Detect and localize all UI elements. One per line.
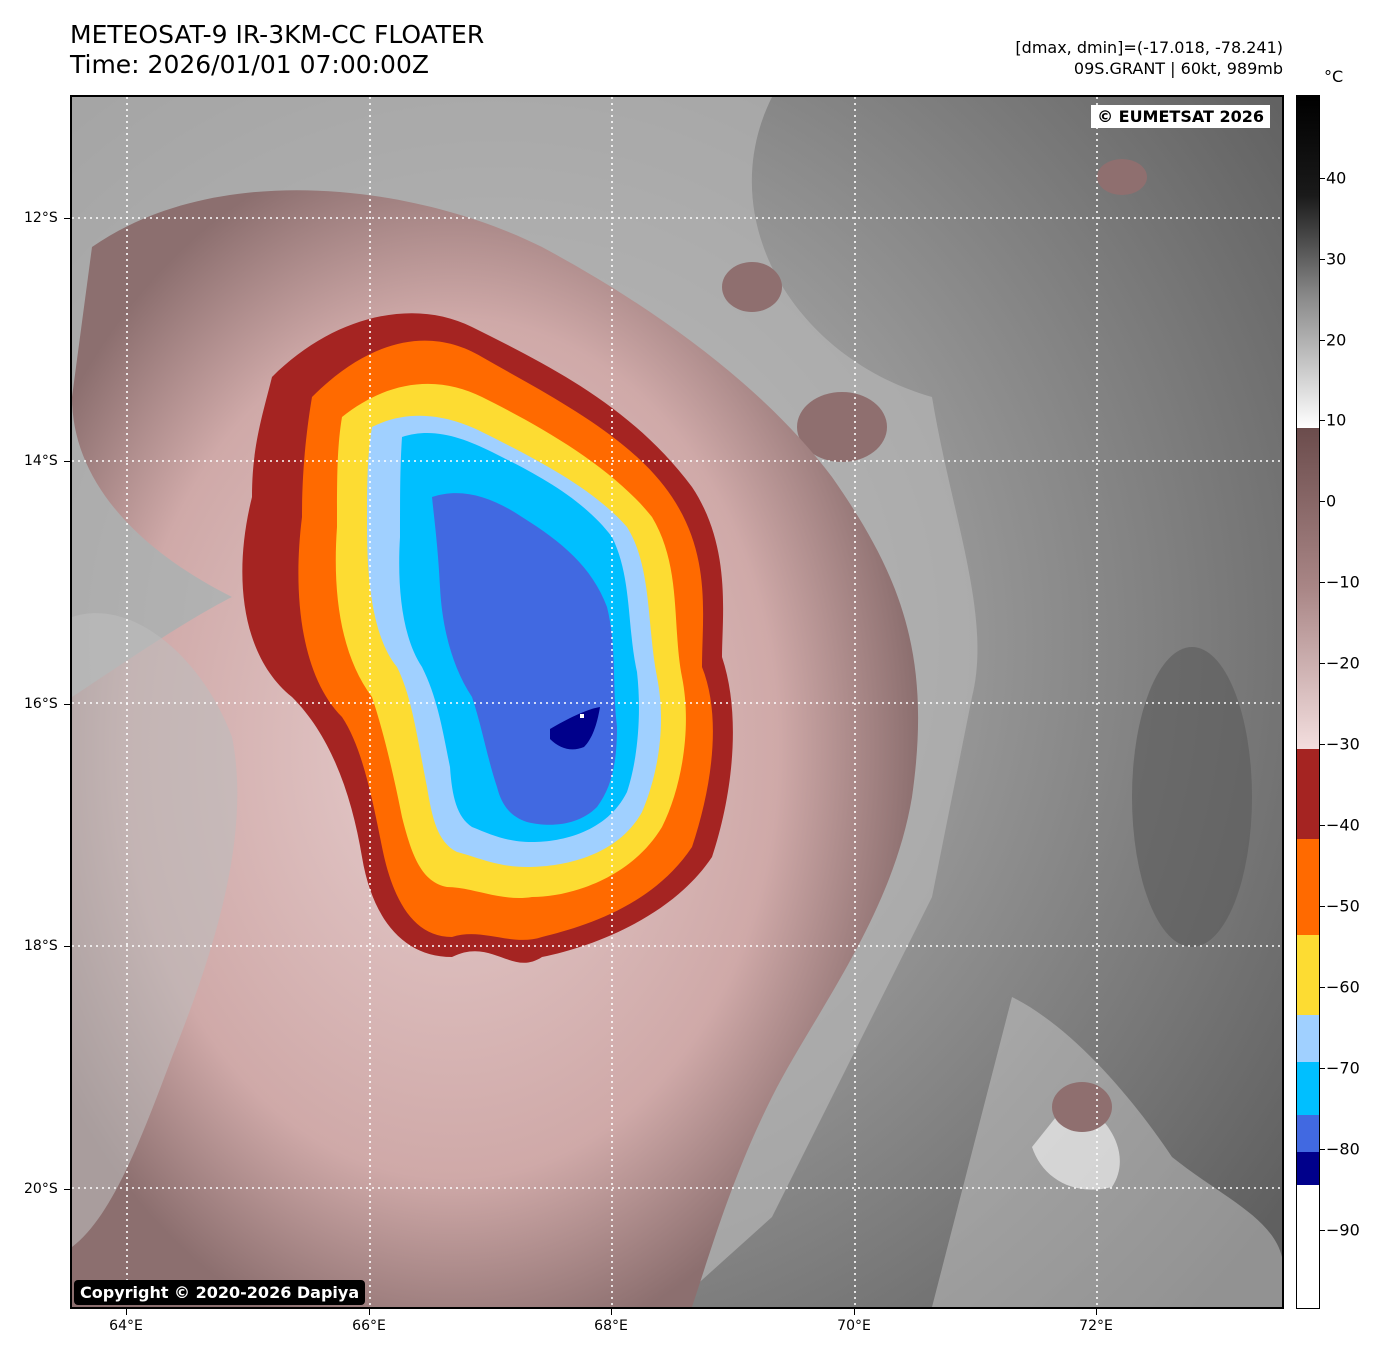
lat-label: 14°S [24, 453, 58, 469]
colorbar-tick [1320, 178, 1325, 179]
lat-tick [64, 218, 70, 219]
temperature-range-label: [dmax, dmin]=(-17.018, -78.241) [1015, 38, 1283, 57]
colorbar-tick-label: −50 [1326, 896, 1360, 916]
copyright-label: Copyright © 2020-2026 Dapiya [74, 1280, 366, 1305]
lat-tick [64, 1189, 70, 1190]
eumetsat-credit: © EUMETSAT 2026 [1091, 105, 1270, 128]
lat-label: 20°S [24, 1181, 58, 1197]
colorbar-tick-label: −40 [1326, 815, 1360, 835]
colorbar-tick [1320, 1068, 1325, 1069]
lon-label: 66°E [352, 1318, 386, 1334]
colorbar [1296, 95, 1320, 1309]
lat-label: 12°S [24, 210, 58, 226]
colorbar-tick [1320, 825, 1325, 826]
lon-tick [611, 1309, 612, 1315]
colorbar-tick-label: −20 [1326, 653, 1360, 673]
satellite-image: © EUMETSAT 2026 Copyright © 2020-2026 Da… [70, 95, 1284, 1309]
lat-tick [64, 461, 70, 462]
colorbar-tick [1320, 906, 1325, 907]
product-title: METEOSAT-9 IR-3KM-CC FLOATER [70, 20, 485, 49]
colorbar-tick-label: −10 [1326, 572, 1360, 592]
colorbar-tick [1320, 663, 1325, 664]
colorbar-tick [1320, 1230, 1325, 1231]
storm-info-label: 09S.GRANT | 60kt, 989mb [1073, 59, 1283, 78]
colorbar-tick-label: −70 [1326, 1058, 1360, 1078]
lat-label: 16°S [24, 696, 58, 712]
colorbar-tick [1320, 744, 1325, 745]
colorbar-tick [1320, 582, 1325, 583]
colorbar-tick-label: −30 [1326, 734, 1360, 754]
lon-tick [1096, 1309, 1097, 1315]
colorbar-tick-label: 30 [1326, 249, 1347, 269]
lon-label: 72°E [1079, 1318, 1113, 1334]
colorbar-tick-label: 10 [1326, 410, 1347, 430]
colorbar-tick-label: 40 [1326, 168, 1347, 188]
colorbar-tick [1320, 987, 1325, 988]
colorbar-tick [1320, 1149, 1325, 1150]
time-label: Time: 2026/01/01 07:00:00Z [70, 50, 429, 79]
colorbar-unit: °C [1324, 67, 1344, 86]
lon-tick [369, 1309, 370, 1315]
lon-label: 70°E [837, 1318, 871, 1334]
lat-tick [64, 946, 70, 947]
colorbar-tick [1320, 420, 1325, 421]
lat-tick [64, 704, 70, 705]
colorbar-tick-label: −90 [1326, 1220, 1360, 1240]
colorbar-tick-label: 20 [1326, 330, 1347, 350]
lat-label: 18°S [24, 938, 58, 954]
lon-label: 68°E [594, 1318, 628, 1334]
lon-label: 64°E [109, 1318, 143, 1334]
lon-tick [126, 1309, 127, 1315]
lon-tick [854, 1309, 855, 1315]
colorbar-tick-label: 0 [1326, 491, 1337, 511]
colorbar-tick-label: −80 [1326, 1139, 1360, 1159]
colorbar-tick [1320, 340, 1325, 341]
colorbar-tick [1320, 259, 1325, 260]
colorbar-tick-label: −60 [1326, 977, 1360, 997]
colorbar-tick [1320, 501, 1325, 502]
